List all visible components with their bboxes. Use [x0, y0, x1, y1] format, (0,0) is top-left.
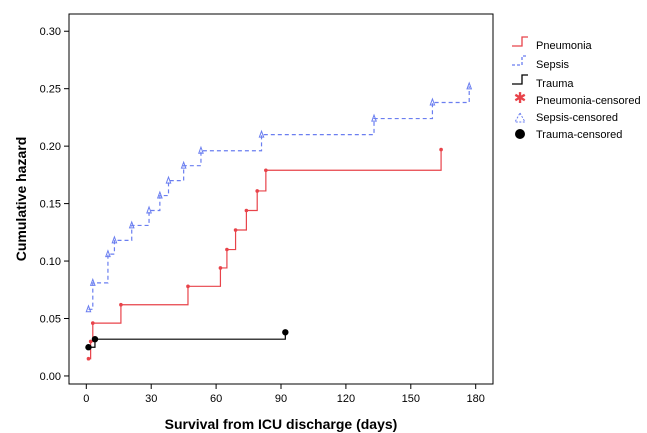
x-tick-label: 180: [467, 393, 485, 405]
x-tick-label: 150: [402, 393, 420, 405]
censor-marker-pneumonia: [218, 266, 223, 270]
series-layer: [85, 81, 473, 361]
legend-label-trauma-censored: Trauma-censored: [536, 129, 622, 141]
legend-label-pneumonia-censored: Pneumonia-censored: [536, 95, 641, 107]
censor-marker-pneumonia: [233, 228, 238, 232]
y-tick-label: 0.15: [40, 199, 61, 211]
legend-marker-trauma-censored: [515, 129, 525, 139]
legend-swatch-trauma: [512, 74, 528, 85]
censor-marker-pneumonia: [88, 339, 93, 344]
censor-marker-sepsis: [156, 190, 163, 199]
censor-marker-sepsis: [429, 97, 436, 106]
legend-swatch-sepsis: [512, 55, 528, 66]
censor-marker-pneumonia: [439, 147, 443, 152]
censor-marker-pneumonia: [264, 168, 268, 173]
censor-marker-sepsis: [165, 175, 172, 184]
y-tick-label: 0.05: [40, 314, 61, 326]
censor-marker-trauma: [91, 335, 99, 343]
y-axis-title: Cumulative hazard: [13, 137, 29, 261]
y-tick-label: 0.30: [40, 26, 61, 38]
x-tick-label: 30: [145, 393, 157, 405]
censor-marker-sepsis: [89, 277, 96, 286]
axis-ticks: 0 30 60 90 120 150 180 0.00 0.05 0.10 0.15 0.20 0.25…: [40, 26, 485, 405]
censor-marker-sepsis: [198, 145, 204, 154]
legend-marker-pneumonia-censored: ✱: [514, 89, 527, 107]
series-line-sepsis: [88, 86, 470, 310]
censor-marker-trauma: [282, 329, 289, 336]
y-tick-label: 0.20: [40, 141, 61, 153]
censor-marker-pneumonia: [119, 302, 123, 307]
censor-marker-sepsis: [371, 113, 377, 122]
x-axis-title: Survival from ICU discharge (days): [165, 416, 398, 432]
x-tick-label: 0: [83, 393, 89, 405]
y-tick-label: 0.25: [40, 84, 61, 96]
censor-marker-sepsis: [105, 249, 111, 258]
legend-label-pneumonia: Pneumonia: [536, 40, 593, 52]
legend-swatch-pneumonia: [512, 36, 528, 47]
censor-marker-sepsis: [111, 235, 118, 244]
censor-marker-sepsis: [180, 160, 187, 169]
censor-marker-sepsis: [146, 205, 152, 214]
censor-marker-pneumonia: [255, 189, 260, 193]
y-tick-label: 0.00: [40, 371, 61, 383]
censor-marker-pneumonia: [244, 208, 249, 213]
censor-marker-sepsis: [85, 304, 92, 313]
legend-label-sepsis: Sepsis: [536, 59, 570, 71]
x-tick-label: 60: [210, 393, 222, 405]
censor-marker-pneumonia: [86, 356, 91, 361]
series-line-pneumonia: [88, 149, 442, 360]
censor-marker-sepsis: [128, 220, 135, 229]
plot-area: [68, 13, 494, 385]
x-tick-label: 120: [337, 393, 355, 405]
legend-label-sepsis-censored: Sepsis-censored: [536, 112, 618, 124]
legend: Pneumonia Sepsis Trauma ✱ Pneumonia-cens…: [512, 36, 641, 141]
censor-marker-sepsis: [258, 129, 265, 138]
censor-marker-pneumonia: [90, 321, 95, 325]
censor-marker-sepsis: [466, 81, 473, 90]
x-tick-label: 90: [275, 393, 287, 405]
y-tick-label: 0.10: [40, 256, 61, 268]
legend-marker-sepsis-censored: [514, 111, 526, 123]
censor-marker-pneumonia: [186, 284, 190, 289]
censor-marker-pneumonia: [225, 247, 229, 252]
censor-marker-trauma: [85, 344, 92, 351]
legend-label-trauma: Trauma: [536, 78, 574, 90]
